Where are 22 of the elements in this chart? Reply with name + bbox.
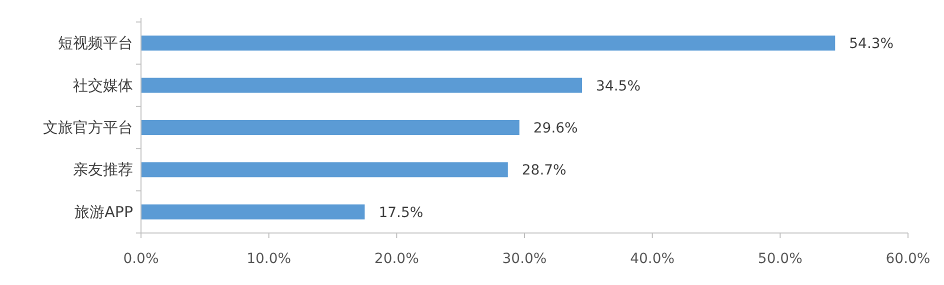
x-tick-label: 30.0% (502, 251, 547, 267)
x-tick-label: 50.0% (758, 251, 802, 267)
bar (141, 204, 365, 220)
y-tick-label: 短视频平台 (58, 34, 133, 52)
data-label: 17.5% (378, 204, 424, 221)
data-label: 28.7% (522, 162, 566, 179)
data-label: 29.6% (533, 120, 578, 136)
data-label: 34.5% (596, 78, 641, 94)
x-tick-label: 0.0% (123, 251, 159, 267)
y-tick-label: 社交媒体 (73, 76, 133, 94)
y-tick-label: 旅游APP (74, 202, 133, 221)
y-tick-label: 亲友推荐 (73, 160, 133, 179)
x-tick-label: 60.0% (886, 251, 930, 267)
x-tick-label: 20.0% (374, 251, 419, 267)
data-label: 54.3% (849, 36, 894, 52)
bar (141, 120, 520, 135)
x-tick-label: 40.0% (630, 251, 675, 267)
bar (141, 36, 836, 51)
x-tick-label: 10.0% (246, 251, 292, 267)
y-tick-label: 文旅官方平台 (43, 118, 133, 136)
bar (141, 162, 508, 178)
bar (141, 78, 582, 93)
